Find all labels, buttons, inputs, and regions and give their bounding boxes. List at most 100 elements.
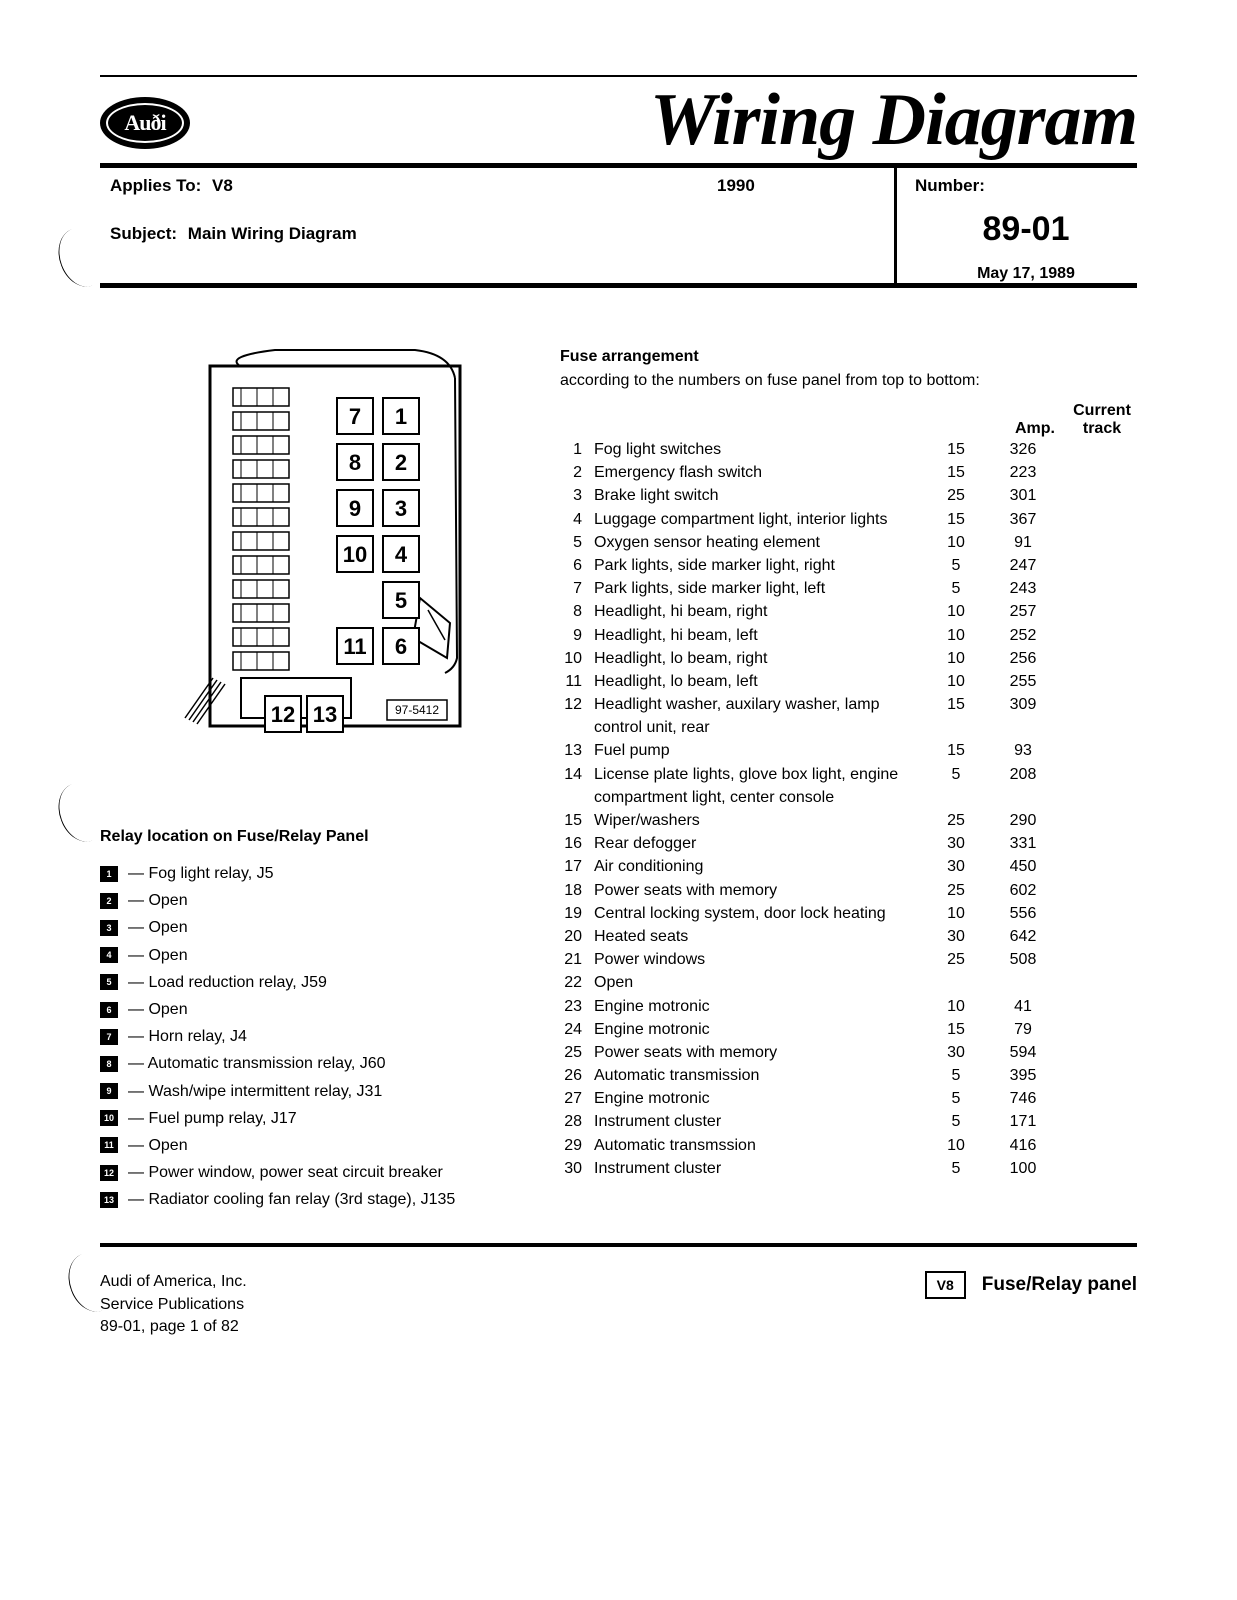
relay-item: 13— Radiator cooling fan relay (3rd stag… [100, 1186, 530, 1213]
fuse-row: 6Park lights, side marker light, right52… [560, 554, 1137, 577]
fuse-track: 642 [988, 925, 1058, 948]
relay-label: — Open [128, 914, 188, 941]
fuse-amp: 15 [924, 693, 988, 739]
svg-text:7: 7 [349, 404, 361, 429]
header: Auði Wiring Diagram [100, 83, 1137, 157]
v8-badge: V8 [925, 1271, 966, 1299]
fuse-desc: Automatic transmission [594, 1064, 924, 1087]
fuse-row: 23Engine motronic1041 [560, 995, 1137, 1018]
fuse-amp: 10 [924, 1134, 988, 1157]
relay-item: 5— Load reduction relay, J59 [100, 969, 530, 996]
fuse-number: 29 [560, 1134, 594, 1157]
fuse-number: 11 [560, 670, 594, 693]
fuse-row: 3Brake light switch25301 [560, 484, 1137, 507]
logo-text: Auði [124, 110, 165, 136]
fuse-desc: Engine motronic [594, 1018, 924, 1041]
svg-text:12: 12 [271, 702, 295, 727]
bottom-rule [100, 1243, 1137, 1247]
fuse-number: 8 [560, 600, 594, 623]
scan-artifact [51, 227, 100, 294]
subject-value: Main Wiring Diagram [188, 224, 357, 243]
fuse-number: 3 [560, 484, 594, 507]
fuse-track: 746 [988, 1087, 1058, 1110]
fuse-desc: Engine motronic [594, 1087, 924, 1110]
relay-label: — Radiator cooling fan relay (3rd stage)… [128, 1186, 455, 1213]
fuse-number: 30 [560, 1157, 594, 1180]
fuse-desc: Central locking system, door lock heatin… [594, 902, 924, 925]
fuse-amp: 5 [924, 763, 988, 809]
fuse-track: 100 [988, 1157, 1058, 1180]
fuse-amp: 15 [924, 739, 988, 762]
fuse-row: 7Park lights, side marker light, left524… [560, 577, 1137, 600]
fuse-row: 20Heated seats30642 [560, 925, 1137, 948]
relay-number-icon: 7 [100, 1029, 118, 1045]
relay-label: — Load reduction relay, J59 [128, 969, 327, 996]
fuse-amp: 5 [924, 577, 988, 600]
fuse-amp: 10 [924, 995, 988, 1018]
fuse-amp: 25 [924, 809, 988, 832]
svg-text:10: 10 [343, 542, 367, 567]
meta-row: Applies To: V8 Subject: Main Wiring Diag… [100, 168, 1137, 283]
relay-item: 7— Horn relay, J4 [100, 1023, 530, 1050]
rule [100, 283, 1137, 288]
fuse-track: 257 [988, 600, 1058, 623]
fuse-number: 5 [560, 531, 594, 554]
relay-item: 1— Fog light relay, J5 [100, 860, 530, 887]
svg-text:8: 8 [349, 450, 361, 475]
relay-item: 12— Power window, power seat circuit bre… [100, 1159, 530, 1186]
fuse-track: 602 [988, 879, 1058, 902]
fuse-desc: Open [594, 971, 924, 994]
relay-item: 10— Fuel pump relay, J17 [100, 1105, 530, 1132]
applies-label: Applies To: [110, 176, 201, 195]
fuse-number: 12 [560, 693, 594, 739]
relay-item: 3— Open [100, 914, 530, 941]
fuse-amp [924, 971, 988, 994]
fuse-row: 17Air conditioning30450 [560, 855, 1137, 878]
fuse-row: 9Headlight, hi beam, left10252 [560, 624, 1137, 647]
diagram-ref: 97-5412 [395, 703, 439, 717]
fuse-row: 25Power seats with memory30594 [560, 1041, 1137, 1064]
svg-text:9: 9 [349, 496, 361, 521]
fuse-number: 6 [560, 554, 594, 577]
footer: Audi of America, Inc. Service Publicatio… [100, 1271, 1137, 1338]
fuse-track: 223 [988, 461, 1058, 484]
fuse-desc: Power seats with memory [594, 879, 924, 902]
fuse-amp: 25 [924, 948, 988, 971]
top-rule [100, 75, 1137, 77]
subject-label: Subject: [110, 224, 177, 243]
relay-item: 2— Open [100, 887, 530, 914]
fuse-desc: Headlight, hi beam, left [594, 624, 924, 647]
fuse-number: 26 [560, 1064, 594, 1087]
fuse-row: 5Oxygen sensor heating element1091 [560, 531, 1137, 554]
fuse-number: 28 [560, 1110, 594, 1133]
fuse-number: 18 [560, 879, 594, 902]
fuse-number: 22 [560, 971, 594, 994]
relay-list: 1— Fog light relay, J52— Open3— Open4— O… [100, 860, 530, 1213]
fuse-number: 15 [560, 809, 594, 832]
fuse-desc: Wiper/washers [594, 809, 924, 832]
doc-date: May 17, 1989 [915, 255, 1137, 283]
relay-label: — Wash/wipe intermittent relay, J31 [128, 1078, 382, 1105]
relay-item: 4— Open [100, 942, 530, 969]
relay-label: — Open [128, 887, 188, 914]
fuse-amp: 5 [924, 1157, 988, 1180]
fuse-desc: Park lights, side marker light, right [594, 554, 924, 577]
fuse-amp: 30 [924, 855, 988, 878]
fuse-track: 367 [988, 508, 1058, 531]
fuse-amp: 15 [924, 438, 988, 461]
relay-item: 11— Open [100, 1132, 530, 1159]
relay-number-icon: 11 [100, 1137, 118, 1153]
fuse-amp: 30 [924, 832, 988, 855]
fuse-track: 79 [988, 1018, 1058, 1041]
fuse-table: Amp. Currenttrack 1Fog light switches153… [560, 402, 1137, 1180]
fuse-row: 26Automatic transmission5395 [560, 1064, 1137, 1087]
fuse-desc: Oxygen sensor heating element [594, 531, 924, 554]
scan-artifact [51, 782, 100, 849]
page: Auði Wiring Diagram Applies To: V8 Subje… [0, 0, 1237, 1419]
relay-number-icon: 10 [100, 1110, 118, 1126]
fuse-amp: 10 [924, 531, 988, 554]
number-box: Number: 89-01 May 17, 1989 [897, 168, 1137, 283]
fuse-row: 18Power seats with memory25602 [560, 879, 1137, 902]
fuse-track: 93 [988, 739, 1058, 762]
fuse-number: 16 [560, 832, 594, 855]
